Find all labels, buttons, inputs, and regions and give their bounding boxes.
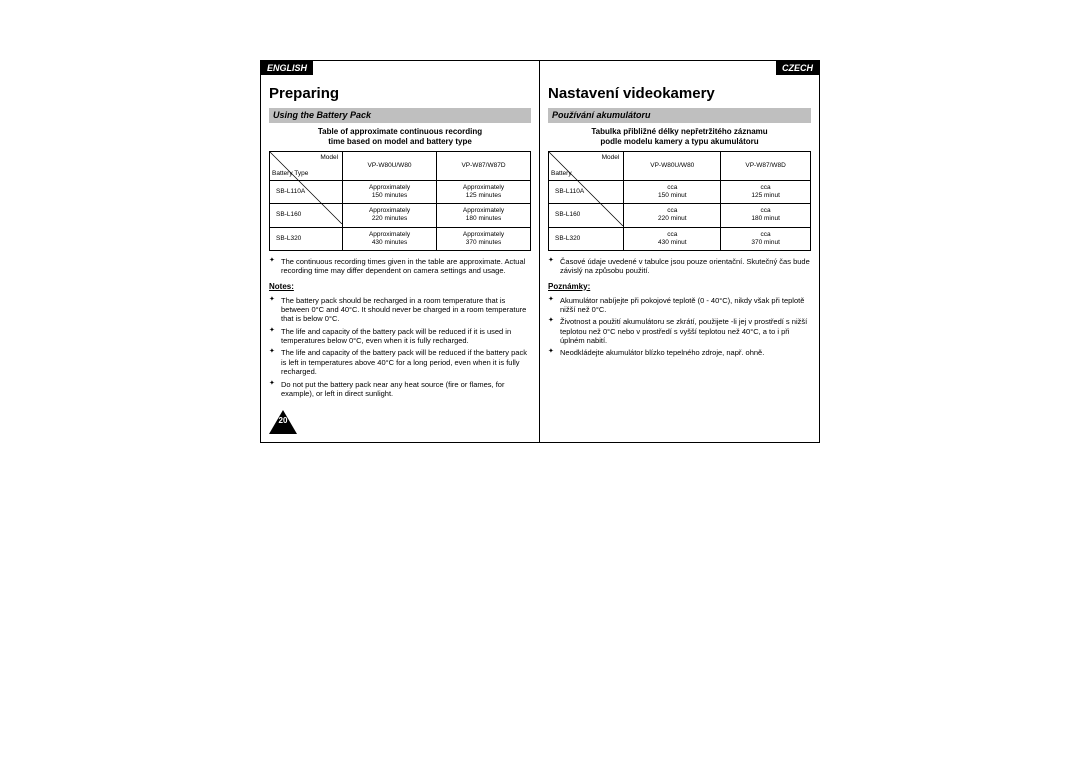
table-corner-cell: Model Battery Type bbox=[270, 152, 343, 181]
notes-label-left: Notes: bbox=[269, 282, 531, 292]
page: ENGLISH CZECH Preparing Using the Batter… bbox=[0, 0, 1080, 763]
value-cell: cca430 minut bbox=[624, 227, 721, 250]
table-corner-cell: Model Battery bbox=[549, 152, 624, 181]
value-cell: Approximately220 minutes bbox=[343, 204, 437, 227]
recording-table-right: Model Battery VP-W80U/W80 VP-W87/W8D SB-… bbox=[548, 151, 811, 251]
battery-cell: SB-L320 bbox=[270, 227, 343, 250]
lang-english-tab: ENGLISH bbox=[261, 61, 313, 75]
table-title-line2: podle modelu kamery a typu akumulátoru bbox=[600, 137, 758, 146]
column-czech: Nastavení videokamery Používání akumulát… bbox=[540, 79, 819, 442]
page-number-badge: 20 bbox=[269, 410, 297, 434]
lang-czech-tab: CZECH bbox=[776, 61, 819, 75]
list-item: Do not put the battery pack near any hea… bbox=[281, 380, 531, 399]
table-header: VP-W80U/W80 bbox=[343, 152, 437, 181]
intro-bullets-right: Časové údaje uvedené v tabulce jsou pouz… bbox=[548, 257, 811, 276]
subheading-right: Používání akumulátoru bbox=[548, 108, 811, 123]
language-bar: ENGLISH CZECH bbox=[261, 61, 819, 79]
list-item: Časové údaje uvedené v tabulce jsou pouz… bbox=[560, 257, 811, 276]
list-item: The battery pack should be recharged in … bbox=[281, 296, 531, 324]
diag-battery-label: Battery bbox=[551, 170, 572, 178]
list-item: The life and capacity of the battery pac… bbox=[281, 348, 531, 376]
value-cell: cca150 minut bbox=[624, 181, 721, 204]
value-cell: Approximately430 minutes bbox=[343, 227, 437, 250]
value-cell: Approximately180 minutes bbox=[437, 204, 531, 227]
table-row: SB-L320 Approximately430 minutes Approxi… bbox=[270, 227, 531, 250]
heading-right: Nastavení videokamery bbox=[548, 85, 811, 104]
notes-list-right: Akumulátor nabíjejte při pokojové teplot… bbox=[548, 296, 811, 358]
column-english: Preparing Using the Battery Pack Table o… bbox=[261, 79, 540, 442]
value-cell: Approximately125 minutes bbox=[437, 181, 531, 204]
table-title-right: Tabulka přibližné délky nepřetržitého zá… bbox=[548, 127, 811, 147]
table-title-left: Table of approximate continuous recordin… bbox=[269, 127, 531, 147]
heading-left: Preparing bbox=[269, 85, 531, 104]
list-item: Životnost a použití akumulátoru se zkrát… bbox=[560, 317, 811, 345]
table-header: VP-W87/W8D bbox=[721, 152, 811, 181]
value-cell: cca220 minut bbox=[624, 204, 721, 227]
table-row: SB-L320 cca430 minut cca370 minut bbox=[549, 227, 811, 250]
notes-list-left: The battery pack should be recharged in … bbox=[269, 296, 531, 399]
value-cell: cca180 minut bbox=[721, 204, 811, 227]
notes-label-right: Poznámky: bbox=[548, 282, 811, 292]
table-title-line1: Tabulka přibližné délky nepřetržitého zá… bbox=[591, 127, 767, 136]
value-cell: cca125 minut bbox=[721, 181, 811, 204]
list-item: The life and capacity of the battery pac… bbox=[281, 327, 531, 346]
battery-cell: SB-L320 bbox=[549, 227, 624, 250]
value-cell: cca370 minut bbox=[721, 227, 811, 250]
list-item: Akumulátor nabíjejte při pokojové teplot… bbox=[560, 296, 811, 315]
list-item: Neodkládejte akumulátor blízko tepelného… bbox=[560, 348, 811, 357]
body: Preparing Using the Battery Pack Table o… bbox=[261, 79, 819, 442]
diag-model-label: Model bbox=[320, 154, 338, 162]
value-cell: Approximately150 minutes bbox=[343, 181, 437, 204]
table-title-line2: time based on model and battery type bbox=[328, 137, 472, 146]
page-number: 20 bbox=[269, 416, 297, 426]
diag-battery-label: Battery Type bbox=[272, 170, 308, 178]
table-header: VP-W80U/W80 bbox=[624, 152, 721, 181]
recording-table-left: Model Battery Type VP-W80U/W80 VP-W87/W8… bbox=[269, 151, 531, 251]
document-frame: ENGLISH CZECH Preparing Using the Batter… bbox=[260, 60, 820, 443]
subheading-left: Using the Battery Pack bbox=[269, 108, 531, 123]
value-cell: Approximately370 minutes bbox=[437, 227, 531, 250]
table-title-line1: Table of approximate continuous recordin… bbox=[318, 127, 482, 136]
table-header: VP-W87/W87D bbox=[437, 152, 531, 181]
intro-bullets-left: The continuous recording times given in … bbox=[269, 257, 531, 276]
list-item: The continuous recording times given in … bbox=[281, 257, 531, 276]
diag-model-label: Model bbox=[602, 154, 620, 162]
